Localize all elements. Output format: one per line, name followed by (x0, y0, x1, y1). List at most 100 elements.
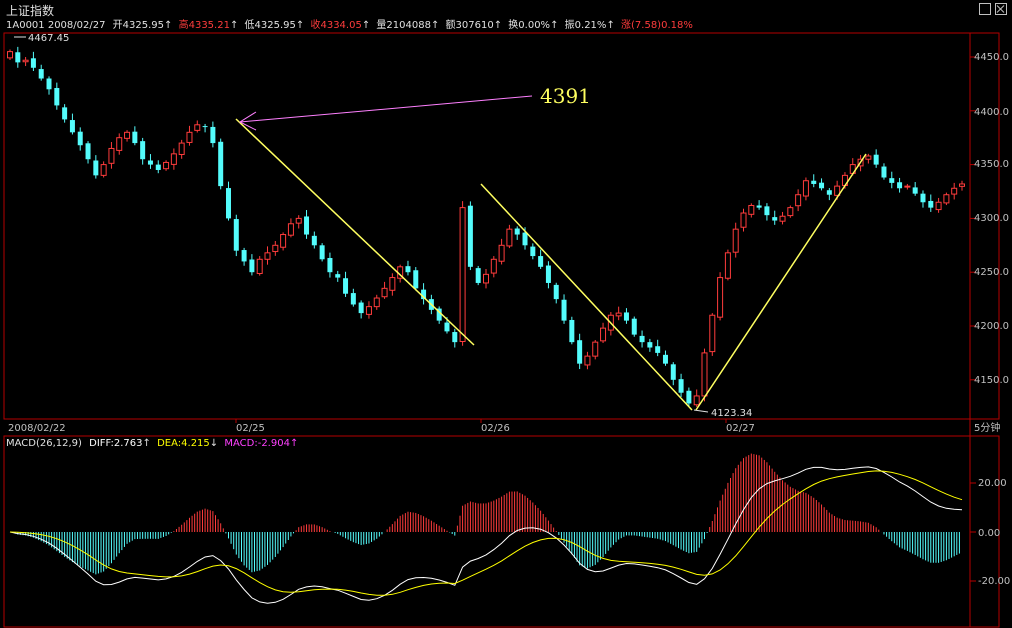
candle-body (280, 234, 287, 248)
candle-body (22, 59, 29, 63)
candle-body (943, 194, 950, 204)
candle-body (170, 153, 177, 165)
candle-body (163, 161, 170, 170)
candle-body (249, 259, 255, 273)
candle-body (15, 52, 21, 63)
candle-body (904, 185, 911, 188)
candle-body (779, 215, 786, 222)
candle-body (732, 228, 739, 253)
trendline-3 (695, 153, 867, 411)
candle-body (655, 346, 661, 353)
y-tick: 4300.0 (974, 213, 1009, 224)
high-value: 高4335.21 (179, 18, 230, 31)
candle-body (233, 219, 239, 251)
y-tick: 4200.0 (974, 321, 1009, 332)
candle-body (444, 322, 450, 332)
candle-body (365, 306, 372, 315)
svg-text:4123.34: 4123.34 (711, 408, 752, 419)
candle-body (311, 235, 317, 246)
candle-body (615, 312, 622, 317)
candle-body (889, 178, 895, 183)
candle-body (834, 185, 841, 196)
close-icon[interactable] (995, 3, 1007, 15)
candle-body (881, 166, 887, 178)
candle-body (256, 258, 263, 274)
macd-lines (9, 466, 963, 604)
y-tick: 4450.0 (974, 52, 1009, 63)
macd-grid (970, 482, 976, 582)
candle-body (928, 200, 934, 208)
candle-body (920, 193, 926, 203)
candle-body (7, 51, 13, 59)
candle-body (483, 273, 489, 284)
candle-body (686, 390, 692, 404)
candle-body (600, 327, 607, 342)
macd-histogram (12, 453, 960, 575)
candle-body (865, 155, 872, 160)
candle-body (85, 143, 91, 160)
candle-body (69, 120, 75, 133)
candle-body (93, 160, 99, 176)
y-tick: -20.00 (978, 576, 1010, 587)
candle-body (756, 205, 762, 208)
candle-body (46, 78, 52, 90)
low-value: 低4325.95 (245, 18, 296, 31)
window-title-bar: 上证指数 (0, 0, 1012, 18)
candle-body (413, 270, 419, 289)
candle-body (693, 395, 700, 406)
candle-body (802, 180, 809, 197)
candle-body (959, 183, 965, 187)
date-axis: 2008/02/22 02/25 02/26 02/27 5分钟 (8, 421, 1000, 434)
candle-body (748, 204, 755, 215)
candle-body (436, 308, 442, 321)
candle-body (584, 355, 591, 366)
x-label: 02/26 (481, 423, 510, 434)
close-value: 收4334.05 (310, 18, 361, 31)
y-tick: 0.00 (978, 528, 1000, 539)
candle-body (670, 364, 676, 380)
candle-body (647, 342, 653, 348)
dea-value: DEA:4.215 (157, 438, 210, 449)
candle-body (405, 266, 411, 273)
candle-body (623, 312, 629, 321)
candle-body (147, 160, 153, 165)
candle-body (724, 252, 731, 279)
maximize-icon[interactable] (979, 3, 991, 15)
candle-body (530, 246, 536, 257)
candle-body (389, 277, 396, 291)
candle-body (124, 131, 131, 139)
candle-body (522, 232, 528, 246)
candle-body (631, 318, 637, 335)
volume-value: 量2104088 (376, 19, 431, 31)
candle-body (475, 268, 481, 283)
macd-value: MACD:-2.904 (224, 438, 290, 449)
candle-body (740, 212, 747, 228)
candle-body (490, 258, 497, 274)
turnover-value: 换0.00% (508, 18, 550, 31)
candle-body (452, 332, 458, 343)
candle-body (62, 107, 68, 120)
candle-body (304, 216, 310, 235)
candle-body (678, 379, 684, 393)
annotation-label: 4391 (540, 84, 591, 108)
candle-body (772, 217, 778, 221)
candle-body (335, 274, 341, 278)
amplitude-value: 振0.21% (565, 18, 607, 31)
candle-body (577, 340, 583, 364)
info-line: 1A0001 2008/02/27 开4325.95↑ 高4335.21↑ 低4… (6, 18, 693, 31)
candle-body (553, 284, 559, 300)
open-value: 开4325.95 (113, 20, 164, 31)
high-marker: 4467.45 (14, 33, 69, 44)
candle-body (381, 287, 388, 298)
candle-body (819, 182, 825, 189)
candlestick-series (7, 46, 965, 407)
price-grid (235, 56, 976, 423)
svg-text:4467.45: 4467.45 (28, 33, 69, 44)
dea-line (9, 470, 963, 596)
diff-line (9, 466, 963, 604)
y-tick: 4250.0 (974, 267, 1009, 278)
price-y-axis: 4450.0 4400.0 4350.0 4300.0 4250.0 4200.… (974, 52, 1009, 386)
candle-body (811, 180, 817, 184)
window-title: 上证指数 (6, 4, 55, 18)
price-panel-frame (3, 32, 1000, 420)
